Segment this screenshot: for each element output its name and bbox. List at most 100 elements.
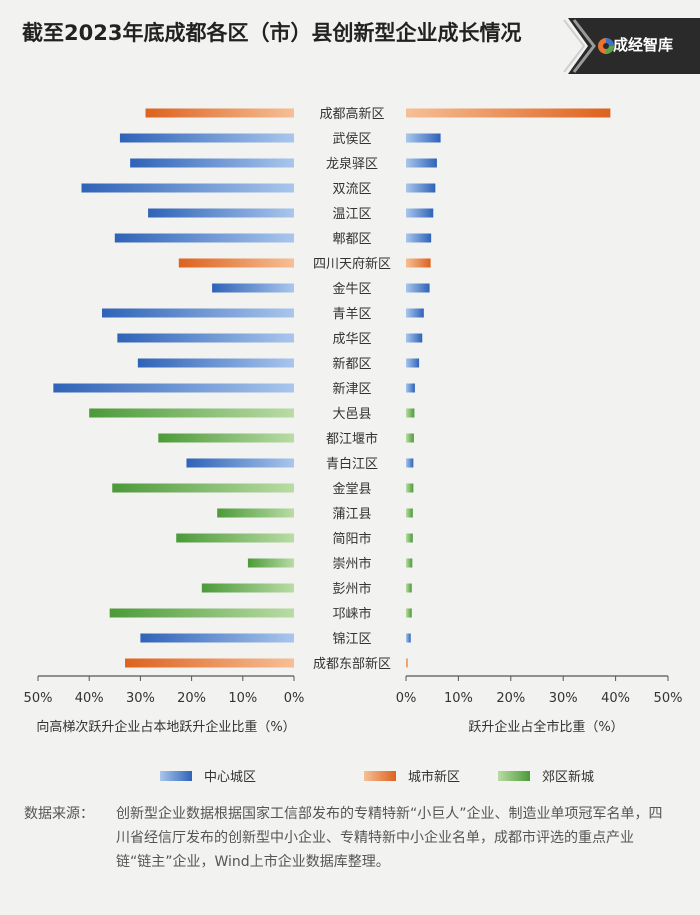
category-label-18: 崇州市 <box>332 556 371 572</box>
category-label-12: 大邑县 <box>332 407 371 422</box>
left-bar-17 <box>176 533 294 543</box>
left-bar-21 <box>140 633 294 643</box>
left-tick-label-0: 50% <box>24 691 53 706</box>
left-bar-1 <box>119 133 294 143</box>
category-label-9: 成华区 <box>332 332 371 347</box>
right-bar-12 <box>406 408 415 418</box>
right-tick-label-2: 20% <box>496 691 525 706</box>
category-label-2: 龙泉驿区 <box>326 156 378 172</box>
left-bar-9 <box>117 333 294 343</box>
right-tick-label-3: 30% <box>549 691 578 706</box>
left-bar-13 <box>158 433 294 443</box>
category-label-17: 简阳市 <box>332 531 371 547</box>
category-label-14: 青白江区 <box>326 456 378 472</box>
left-bar-5 <box>114 233 294 243</box>
left-bar-19 <box>201 583 294 593</box>
right-bar-22 <box>406 658 408 668</box>
axes: 50% 40% 30% 20% 10% 0% 0% 10% 20% 30% 40% 50% 向高梯次跃升… <box>24 675 683 735</box>
category-label-10: 新都区 <box>332 356 371 372</box>
category-label-22: 成都东部新区 <box>313 656 391 672</box>
left-bar-2 <box>130 158 294 168</box>
category-label-7: 金牛区 <box>332 281 371 297</box>
left-bar-6 <box>178 258 294 268</box>
left-bar-3 <box>81 183 295 193</box>
right-bar-19 <box>406 583 412 593</box>
left-bar-8 <box>102 308 294 318</box>
left-bar-18 <box>247 558 294 568</box>
right-bar-21 <box>406 633 411 643</box>
right-tick-label-4: 40% <box>601 691 630 706</box>
left-tick-label-3: 20% <box>177 691 206 706</box>
category-labels: 成都高新区武侯区龙泉驿区双流区温江区郫都区四川天府新区金牛区青羊区成华区新都区新… <box>313 106 391 672</box>
left-tick-label-5: 0% <box>284 691 305 706</box>
category-label-16: 蒲江县 <box>332 507 371 522</box>
right-bar-0 <box>406 108 611 118</box>
right-panel-bars <box>406 108 611 668</box>
right-x-axis-label: 跃升企业占全市比重（%） <box>468 719 623 735</box>
right-bar-15 <box>406 483 414 493</box>
data-source-note: 数据来源： 创新型企业数据根据国家工信部发布的专精特新“小巨人”企业、制造业单项… <box>24 802 664 874</box>
right-bar-18 <box>406 558 413 568</box>
category-label-13: 都江堰市 <box>326 431 378 447</box>
left-tick-label-4: 10% <box>228 691 257 706</box>
left-panel-bars <box>53 108 295 668</box>
category-label-19: 彭州市 <box>332 581 371 597</box>
right-tick-label-1: 10% <box>444 691 473 706</box>
right-bar-7 <box>406 283 430 293</box>
right-bar-4 <box>406 208 434 218</box>
right-tick-label-5: 50% <box>654 691 683 706</box>
category-label-0: 成都高新区 <box>319 106 384 122</box>
right-bar-14 <box>406 458 414 468</box>
right-bar-5 <box>406 233 432 243</box>
right-tick-label-0: 0% <box>396 691 417 706</box>
left-tick-label-2: 30% <box>126 691 155 706</box>
right-bar-17 <box>406 533 413 543</box>
right-bar-11 <box>406 383 415 393</box>
left-tick-label-1: 40% <box>75 691 104 706</box>
left-bar-0 <box>145 108 294 118</box>
right-bar-9 <box>406 333 423 343</box>
source-label: 数据来源： <box>24 806 94 822</box>
right-bar-3 <box>406 183 436 193</box>
category-label-6: 四川天府新区 <box>313 256 391 272</box>
right-bar-16 <box>406 508 413 518</box>
legend-swatch-2 <box>498 771 530 781</box>
right-bar-6 <box>406 258 431 268</box>
left-bar-14 <box>186 458 294 468</box>
left-bar-10 <box>137 358 294 368</box>
legend: 中心城区 城市新区 郊区新城 <box>160 769 594 785</box>
source-text: 创新型企业数据根据国家工信部发布的专精特新“小巨人”企业、制造业单项冠军名单，四… <box>116 806 663 870</box>
chart-title: 截至2023年底成都各区（市）县创新型企业成长情况 <box>22 21 522 45</box>
right-bar-2 <box>406 158 437 168</box>
brand-name: 成经智库 <box>613 36 674 54</box>
category-label-15: 金堂县 <box>332 481 371 497</box>
left-bar-7 <box>212 283 294 293</box>
right-bar-8 <box>406 308 424 318</box>
left-bar-15 <box>112 483 295 493</box>
left-bar-20 <box>109 608 295 618</box>
category-label-1: 武侯区 <box>332 132 371 147</box>
left-bar-16 <box>217 508 294 518</box>
legend-label-1: 城市新区 <box>408 769 460 785</box>
left-x-axis-label: 向高梯次跃升企业占本地跃升企业比重（%） <box>36 719 295 735</box>
left-bar-11 <box>53 383 294 393</box>
category-label-5: 郫都区 <box>332 231 371 247</box>
left-bar-4 <box>148 208 294 218</box>
legend-swatch-1 <box>364 771 396 781</box>
category-label-3: 双流区 <box>332 182 371 197</box>
legend-swatch-0 <box>160 771 192 781</box>
brand-banner <box>563 18 700 74</box>
right-bar-13 <box>406 433 414 443</box>
category-label-8: 青羊区 <box>332 306 371 322</box>
category-label-20: 邛崃市 <box>332 606 371 622</box>
legend-label-0: 中心城区 <box>204 770 256 785</box>
category-label-21: 锦江区 <box>332 632 371 647</box>
swirl-logo-icon <box>598 38 614 54</box>
right-bar-10 <box>406 358 420 368</box>
left-bar-22 <box>125 658 294 668</box>
right-bar-1 <box>406 133 441 143</box>
category-label-11: 新津区 <box>332 381 371 397</box>
right-bar-20 <box>406 608 412 618</box>
left-bar-12 <box>89 408 294 418</box>
category-label-4: 温江区 <box>332 207 371 222</box>
